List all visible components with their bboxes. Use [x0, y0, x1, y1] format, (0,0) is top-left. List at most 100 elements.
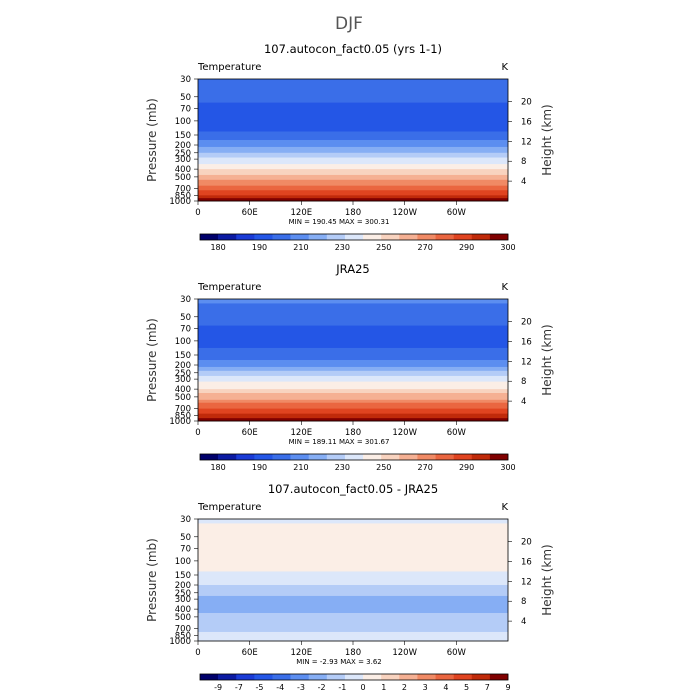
y-tick-label: 500 — [175, 173, 191, 183]
heatmap-band — [198, 154, 508, 157]
colorbar-swatch — [363, 454, 382, 460]
heatmap-band — [198, 599, 508, 603]
heatmap-band — [198, 548, 508, 552]
y2-tick-label: 8 — [521, 157, 526, 167]
x-tick-label: 120E — [291, 428, 313, 438]
y-tick-label: 850 — [175, 411, 191, 421]
colorbar-label: 270 — [418, 243, 433, 252]
colorbar-swatch — [254, 234, 273, 240]
heatmap-band — [198, 366, 508, 370]
y-tick-label: 250 — [175, 589, 191, 599]
y-tick-label: 70 — [180, 324, 191, 334]
heatmap-band — [198, 389, 508, 392]
colorbar-label: 5 — [464, 683, 469, 692]
heatmap-band — [198, 532, 508, 538]
field-label: Temperature — [197, 502, 261, 513]
heatmap-band — [198, 334, 508, 339]
colorbar-swatch — [453, 674, 473, 680]
heatmap-band — [198, 377, 508, 380]
heatmap-band — [198, 190, 508, 193]
heatmap-band — [198, 135, 508, 138]
colorbar-swatch — [399, 454, 418, 460]
field-label: Temperature — [197, 62, 261, 73]
y-tick-label: 400 — [175, 605, 191, 615]
colorbar: 180 190 210 230 250 270 290 300 — [199, 453, 516, 472]
colorbar-swatch — [200, 234, 219, 240]
heatmap-band — [198, 355, 508, 358]
colorbar-swatch — [417, 454, 436, 460]
heatmap-band — [198, 625, 508, 629]
heatmap-band — [198, 592, 508, 595]
colorbar-label: 4 — [443, 683, 448, 692]
heatmap-band — [198, 560, 508, 565]
heatmap-band — [198, 92, 508, 98]
heatmap-band — [198, 580, 508, 583]
y-tick-label: 150 — [175, 571, 191, 581]
heatmap-band — [198, 639, 508, 642]
colorbar-swatch — [363, 234, 382, 240]
heatmap-band — [198, 405, 508, 409]
y-tick-label: 1000 — [169, 197, 191, 207]
heatmap-band — [198, 391, 508, 394]
heatmap-band — [198, 176, 508, 181]
y-tick-label: 150 — [175, 131, 191, 141]
heatmap-band — [198, 586, 508, 590]
colorbar-label: 210 — [293, 463, 308, 472]
heatmap-band — [198, 527, 508, 533]
heatmap-band — [198, 394, 508, 398]
x-tick-label: 180 — [345, 648, 361, 658]
heatmap-band — [198, 117, 508, 122]
colorbar-label: 7 — [485, 683, 490, 692]
y2-tick-label: 12 — [521, 357, 532, 367]
colorbar-swatch — [326, 234, 346, 240]
x-tick-label: 60W — [447, 208, 467, 218]
y-tick-label: 200 — [175, 581, 191, 591]
heatmap-band — [198, 396, 508, 401]
heatmap-band — [198, 120, 508, 125]
heatmap-band — [198, 384, 508, 388]
panel-3: 107.autocon_fact0.05 - JRA25 Temperature K… — [145, 482, 554, 692]
heatmap-band — [198, 191, 508, 195]
colorbar-label: 290 — [459, 463, 474, 472]
heatmap-band — [198, 351, 508, 356]
x-tick-label: 60W — [447, 428, 467, 438]
heatmap-band — [198, 198, 508, 200]
heatmap-band — [198, 161, 508, 165]
heatmap-band — [198, 83, 508, 89]
colorbar-label: -4 — [276, 683, 284, 692]
colorbar-label: 270 — [418, 463, 433, 472]
heatmap-band — [198, 137, 508, 141]
colorbar-label: 9 — [505, 683, 510, 692]
heatmap-band — [198, 536, 508, 541]
x-tick-label: 60E — [242, 648, 258, 658]
heatmap-band — [198, 628, 508, 631]
heatmap-band — [198, 159, 508, 163]
colorbar-label: 250 — [376, 463, 391, 472]
y2-tick-label: 4 — [521, 397, 526, 407]
y-axis-title: Pressure (mb) — [145, 98, 159, 182]
colorbar-swatch — [200, 454, 219, 460]
colorbar-swatch — [435, 454, 454, 460]
heatmap-band — [198, 182, 508, 187]
y-tick-label: 70 — [180, 544, 191, 554]
heatmap-band — [198, 585, 508, 588]
heatmap-band — [198, 614, 508, 618]
heatmap-band — [198, 372, 508, 375]
colorbar-swatch — [471, 674, 491, 680]
colorbar-swatch — [344, 234, 364, 240]
panel-1: 107.autocon_fact0.05 (yrs 1-1)Temperatur… — [145, 42, 554, 252]
heatmap-band — [198, 148, 508, 152]
heatmap-band — [198, 416, 508, 419]
heatmap-band — [198, 188, 508, 191]
heatmap-band — [198, 312, 508, 318]
colorbar-label: 210 — [293, 243, 308, 252]
heatmap-band — [198, 571, 508, 576]
x-tick-label: 0 — [195, 208, 200, 218]
heatmap-band — [198, 127, 508, 132]
y2-tick-label: 4 — [521, 177, 526, 187]
heatmap-band — [198, 96, 508, 101]
heatmap-band — [198, 631, 508, 635]
y2-tick-label: 16 — [521, 337, 532, 347]
heatmap-band — [198, 344, 508, 349]
